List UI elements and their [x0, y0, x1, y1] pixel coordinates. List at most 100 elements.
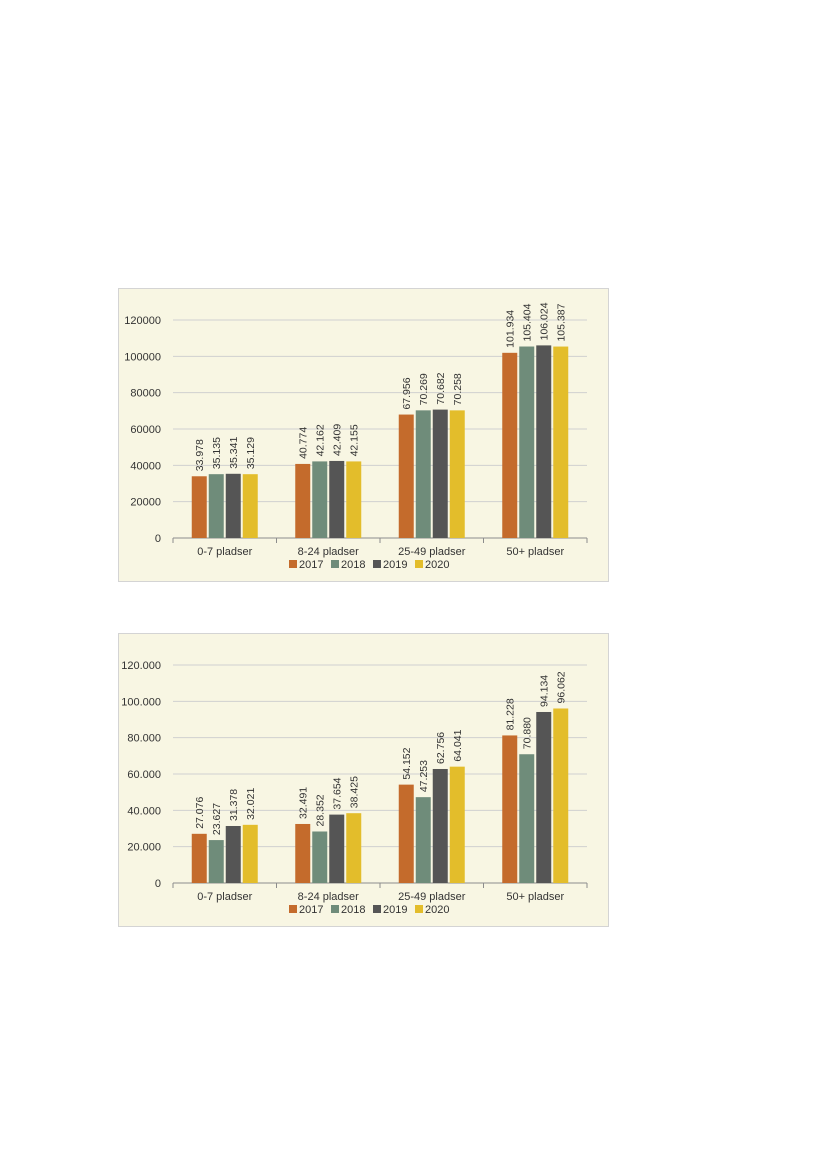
data-label: 67.956 [401, 377, 413, 409]
legend-swatch-2018 [331, 905, 339, 913]
data-label: 62.756 [435, 732, 447, 764]
data-label: 70.258 [452, 373, 464, 405]
data-label: 32.021 [245, 788, 257, 820]
data-label: 64.041 [452, 729, 464, 761]
category-label: 0-7 pladser [197, 891, 252, 903]
bar-2017 [295, 823, 311, 883]
bar-2018 [312, 831, 328, 883]
data-label: 28.352 [315, 794, 327, 826]
data-label: 54.152 [401, 747, 413, 779]
bar-2019 [432, 409, 448, 538]
bar-2018 [415, 410, 431, 538]
legend-label: 2018 [341, 559, 365, 571]
bar-2017 [191, 476, 207, 538]
bar-2020 [553, 708, 569, 883]
data-label: 33.978 [194, 439, 206, 471]
data-label: 23.627 [211, 803, 223, 835]
category-label: 50+ pladser [506, 546, 564, 558]
bar-2020 [449, 410, 465, 538]
bar-2019 [329, 460, 345, 538]
legend-label: 2017 [299, 559, 323, 571]
bar-2019 [225, 825, 241, 883]
bar-2018 [519, 754, 535, 883]
data-label: 32.491 [298, 787, 310, 819]
legend-label: 2018 [341, 904, 365, 916]
data-label: 35.135 [211, 437, 223, 469]
chart-2: 0 20.000 40.000 60.000 80.000 100.000 120.000 2… [118, 633, 609, 927]
data-label: 35.341 [228, 437, 240, 469]
data-label: 31.378 [228, 789, 240, 821]
category-label: 8-24 pladser [298, 891, 359, 903]
bar-2017 [191, 833, 207, 883]
data-label: 38.425 [349, 776, 361, 808]
category-label: 25-49 pladser [398, 546, 466, 558]
chart-1: 0 20000 40000 60000 80000 100000 120000 33.978 3… [118, 288, 609, 582]
bar-2020 [242, 474, 258, 538]
data-label: 47.253 [418, 760, 430, 792]
legend-swatch-2017 [289, 560, 297, 568]
legend-swatch-2019 [373, 560, 381, 568]
legend-label: 2019 [383, 904, 407, 916]
bar-2017 [502, 735, 518, 883]
bar-2018 [415, 797, 431, 883]
y-tick-label: 100.000 [121, 696, 161, 708]
bar-2020 [242, 824, 258, 883]
bar-2019 [432, 768, 448, 883]
y-tick-label: 20.000 [127, 842, 161, 854]
data-label: 70.880 [522, 717, 534, 749]
y-tick-label: 40000 [130, 460, 161, 472]
category-label: 25-49 pladser [398, 891, 466, 903]
bar-2017 [502, 352, 518, 538]
legend-swatch-2019 [373, 905, 381, 913]
data-label: 105.387 [556, 303, 568, 341]
bar-2019 [536, 345, 552, 538]
bar-2018 [519, 346, 535, 538]
data-label: 101.934 [505, 310, 517, 348]
data-label: 35.129 [245, 437, 257, 469]
bar-2019 [329, 814, 345, 883]
data-label: 81.228 [505, 698, 517, 730]
data-label: 42.409 [332, 424, 344, 456]
y-tick-label: 80000 [130, 388, 161, 400]
legend-label: 2020 [425, 559, 449, 571]
bar-2017 [398, 414, 414, 538]
data-label: 42.162 [315, 424, 327, 456]
legend-swatch-2020 [415, 905, 423, 913]
bar-2020 [346, 461, 362, 538]
bar-2019 [536, 711, 552, 883]
y-tick-label: 100000 [124, 351, 161, 363]
y-tick-label: 0 [155, 878, 161, 890]
data-label: 96.062 [556, 671, 568, 703]
y-tick-label: 120.000 [121, 660, 161, 672]
legend-label: 2019 [383, 559, 407, 571]
bar-2018 [208, 474, 224, 538]
data-label: 105.404 [522, 303, 534, 341]
y-tick-label: 60.000 [127, 769, 161, 781]
data-label: 94.134 [539, 675, 551, 707]
data-label: 70.269 [418, 373, 430, 405]
legend-label: 2017 [299, 904, 323, 916]
legend-swatch-2017 [289, 905, 297, 913]
bar-2020 [553, 346, 569, 538]
data-label: 106.024 [539, 302, 551, 340]
y-tick-label: 40.000 [127, 805, 161, 817]
bar-2020 [346, 813, 362, 883]
data-label: 27.076 [194, 797, 206, 829]
bar-2019 [225, 473, 241, 538]
category-label: 0-7 pladser [197, 546, 252, 558]
bar-2018 [312, 461, 328, 538]
legend-swatch-2020 [415, 560, 423, 568]
data-label: 40.774 [298, 427, 310, 459]
legend-swatch-2018 [331, 560, 339, 568]
y-tick-label: 0 [155, 533, 161, 545]
data-label: 37.654 [332, 777, 344, 809]
bar-2020 [449, 766, 465, 883]
y-tick-label: 120000 [124, 315, 161, 327]
bar-2018 [208, 840, 224, 883]
data-label: 70.682 [435, 372, 447, 404]
y-tick-label: 80.000 [127, 733, 161, 745]
bar-2017 [295, 463, 311, 538]
bar-2017 [398, 784, 414, 883]
chart-2-svg: 0 20.000 40.000 60.000 80.000 100.000 120.000 2… [121, 660, 588, 916]
y-tick-label: 20000 [130, 497, 161, 509]
